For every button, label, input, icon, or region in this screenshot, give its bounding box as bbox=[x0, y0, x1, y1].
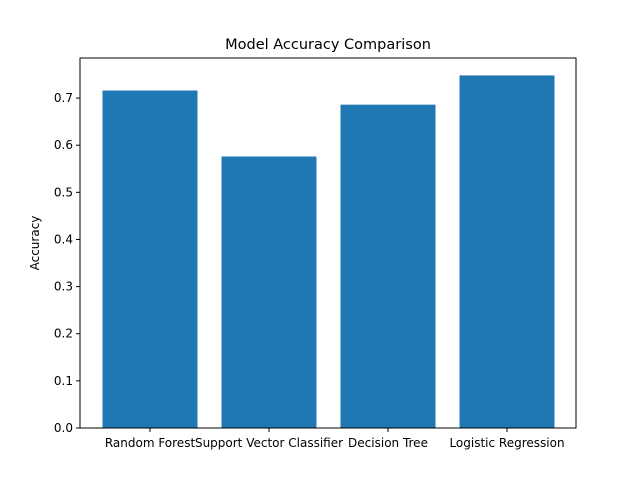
y-axis-label: Accuracy bbox=[28, 216, 42, 271]
y-tick-label-5: 0.5 bbox=[54, 185, 73, 199]
bar-1 bbox=[221, 156, 317, 428]
bar-3 bbox=[459, 75, 555, 429]
y-tick-label-1: 0.1 bbox=[54, 374, 73, 388]
x-tick-label-1: Support Vector Classifier bbox=[195, 436, 343, 450]
x-tick-label-0: Random Forest bbox=[105, 436, 196, 450]
y-tick-label-6: 0.6 bbox=[54, 138, 73, 152]
axes-frame bbox=[79, 57, 577, 429]
y-tick-label-3: 0.3 bbox=[54, 280, 73, 294]
x-tick-label-3: Logistic Regression bbox=[449, 436, 564, 450]
bar-2 bbox=[340, 104, 436, 429]
y-tick-label-4: 0.4 bbox=[54, 232, 73, 246]
x-tick-label-2: Decision Tree bbox=[348, 436, 428, 450]
plot-area: 0.0 0.1 0.2 0.3 0.4 0.5 0.6 0.7 Random Forest Sup… bbox=[54, 57, 577, 450]
y-tick-label-2: 0.2 bbox=[54, 327, 73, 341]
y-tick-label-7: 0.7 bbox=[54, 91, 73, 105]
chart-title: Model Accuracy Comparison bbox=[225, 37, 431, 53]
bar-0 bbox=[102, 90, 198, 429]
y-tick-label-0: 0.0 bbox=[54, 421, 73, 435]
